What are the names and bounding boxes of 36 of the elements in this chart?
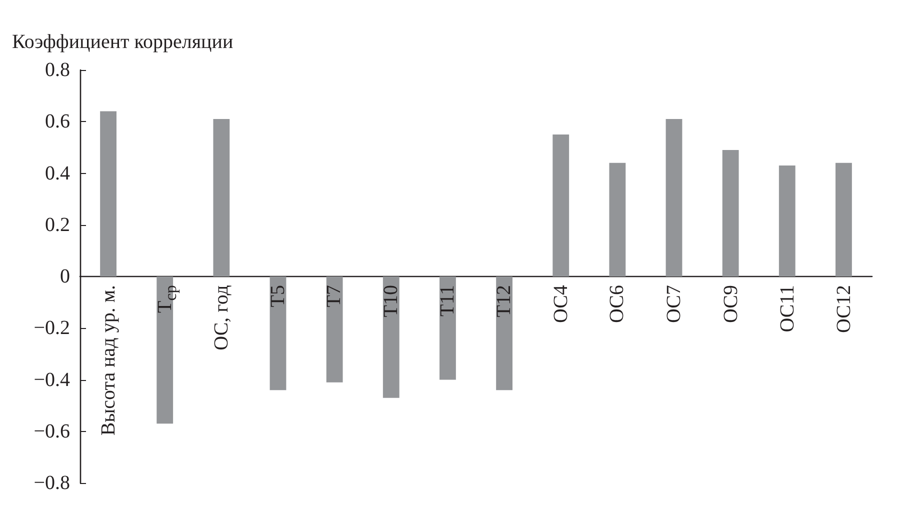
x-tick-label: Т7 [322,284,347,307]
x-tick-label: ОС7 [662,284,686,323]
x-tick-label: Т12 [492,284,516,317]
y-axis-title: Коэффициент корреляции [12,31,234,53]
x-tick-label: ОС11 [775,284,800,332]
y-tick-label: 0.2 [45,214,70,236]
x-tick-label: Высота над ур. м. [96,284,120,436]
y-tick-label: −0.4 [34,368,70,391]
y-tick-label: −0.2 [34,317,70,340]
y-tick-label: 0.6 [45,110,70,133]
bar [666,119,682,276]
bar [496,276,512,390]
bar [326,276,343,382]
x-tick-label: ОС, год [209,284,234,350]
x-tick-label: Т11 [436,284,460,316]
bar [213,119,230,276]
bar [440,276,456,380]
y-tick-label: −0.8 [34,472,70,494]
y-tick-label: −0.6 [34,420,70,442]
y-tick-label: 0.4 [45,162,70,184]
x-tick-label: Т10 [379,284,404,317]
x-tick-label: ОС6 [605,284,630,323]
bar [836,162,852,276]
bar [100,111,116,276]
x-tick-label: ОС12 [832,284,856,333]
bar [552,134,570,276]
y-tick-label: 0 [60,266,70,288]
bar [609,162,626,276]
y-tick-label: 0.8 [45,59,70,81]
x-tick-label: ОС9 [718,284,743,323]
x-tick-label: Т5 [266,284,290,307]
bar [382,276,400,398]
bar [778,166,796,276]
bar [270,276,286,390]
x-tick-label: ОС4 [548,284,573,323]
bar [722,150,739,276]
